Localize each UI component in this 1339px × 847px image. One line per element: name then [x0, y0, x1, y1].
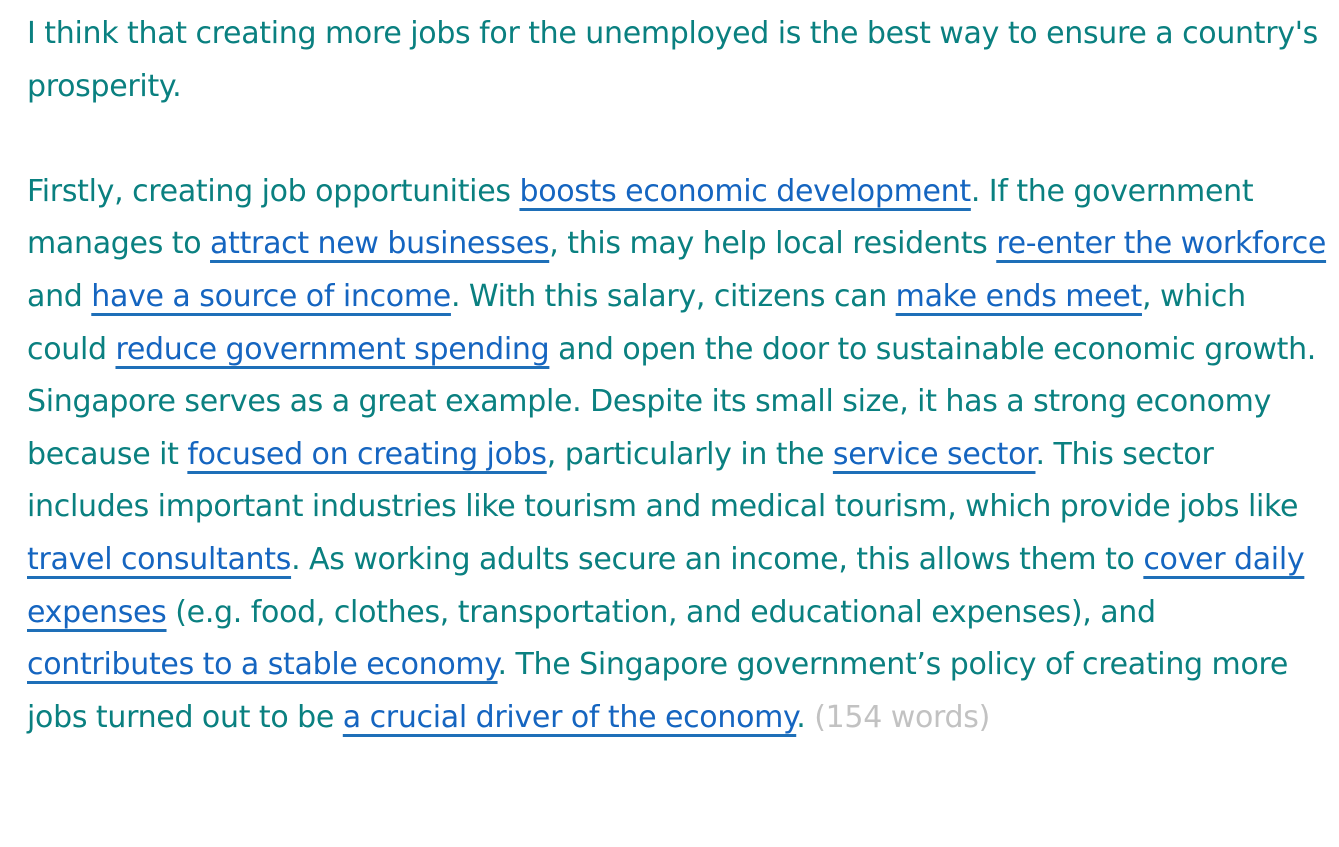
- intro-paragraph: I think that creating more jobs for the …: [27, 16, 1318, 104]
- collocation-link[interactable]: focused on creating jobs: [187, 436, 547, 472]
- collocation-link[interactable]: have a source of income: [91, 278, 451, 314]
- collocation-link[interactable]: travel consultants: [27, 541, 292, 577]
- collocation-link[interactable]: contributes to a stable economy: [27, 647, 498, 683]
- collocation-link[interactable]: reduce government spending: [115, 331, 550, 367]
- body-text: and open the door to sustainable economi…: [27, 331, 1317, 472]
- word-count: (154 words): [814, 699, 990, 735]
- collocation-link[interactable]: make ends meet: [895, 278, 1143, 314]
- collocation-link[interactable]: service sector: [832, 436, 1036, 472]
- body-text: . The Singapore government’s policy of c…: [27, 647, 1289, 735]
- body-text: (e.g. food, clothes, transportation, and…: [166, 594, 1156, 630]
- body-text: , this may help local residents: [549, 226, 997, 262]
- body-text: . As working adults secure an income, th…: [291, 541, 1144, 577]
- body-text: , which could: [27, 278, 1246, 367]
- body-text: . If the government manages to: [27, 173, 1254, 262]
- essay: I think that creating more jobs for the …: [27, 8, 1327, 744]
- body-text: .: [796, 699, 815, 735]
- collocation-link[interactable]: boosts economic development: [519, 173, 971, 209]
- body-text: , particularly in the: [546, 436, 833, 472]
- body-text: Firstly, creating job opportunities: [27, 173, 520, 209]
- collocation-link[interactable]: re-enter the workforce: [996, 226, 1327, 262]
- body-text: and: [27, 278, 92, 314]
- body-text: . With this salary, citizens can: [450, 278, 896, 314]
- body-text: . This sector includes important industr…: [27, 436, 1299, 525]
- collocation-link[interactable]: a crucial driver of the economy: [342, 699, 797, 735]
- body-paragraph: Firstly, creating job opportunities boos…: [27, 166, 1327, 745]
- collocation-link[interactable]: attract new businesses: [210, 226, 550, 262]
- collocation-link[interactable]: cover daily expenses: [27, 541, 1305, 630]
